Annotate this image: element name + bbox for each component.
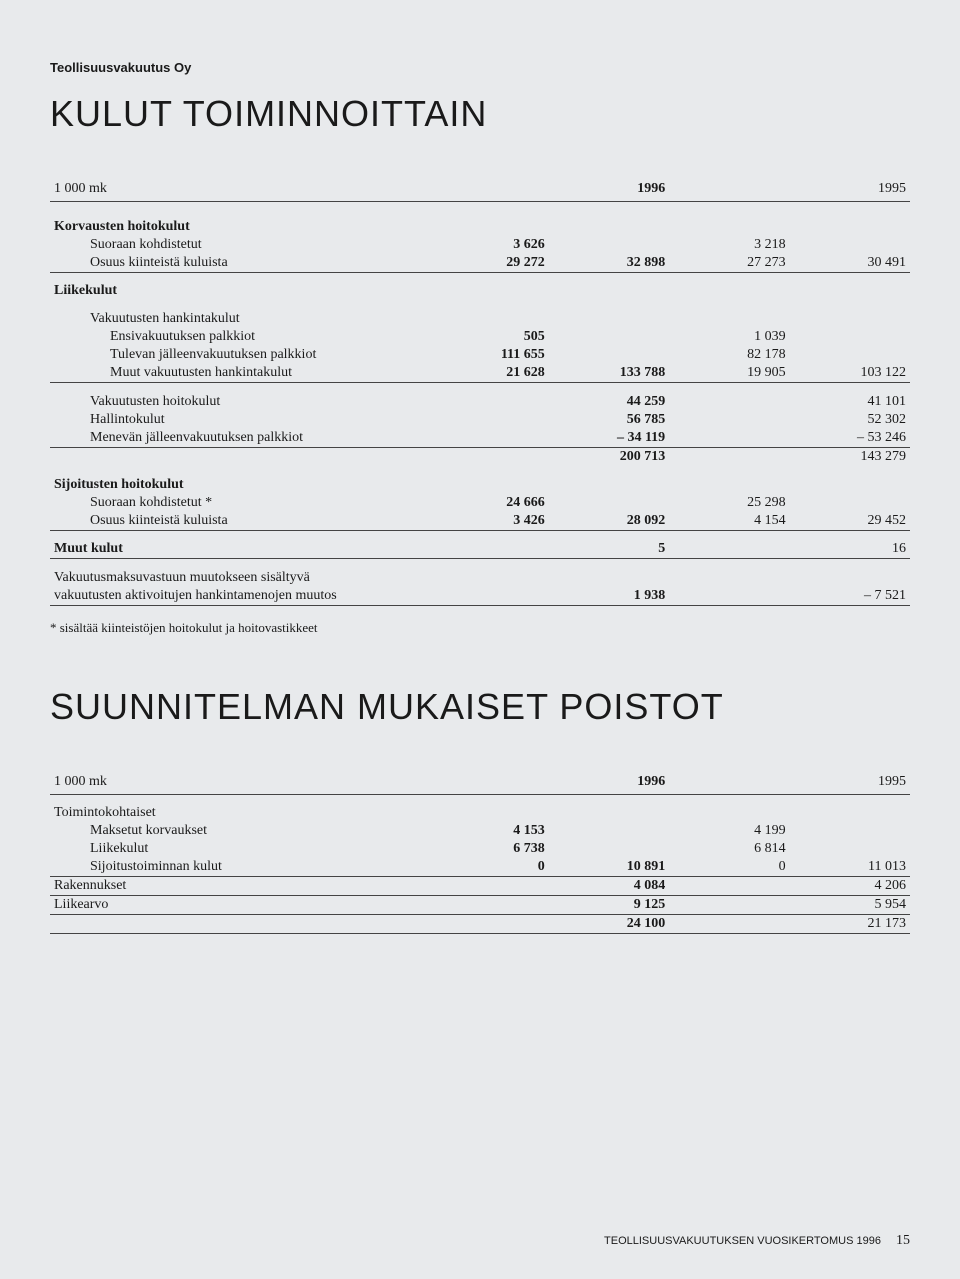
- section-heading: Sijoitusten hoitokulut: [50, 476, 910, 494]
- table-row: Tulevan jälleenvakuutuksen palkkiot 111 …: [50, 346, 910, 364]
- unit-label: 1 000 mk: [50, 768, 428, 795]
- table-row: Rakennukset 4 084 4 206: [50, 877, 910, 896]
- table-row: Maksetut korvaukset 4 153 4 199: [50, 822, 910, 840]
- table-row: Menevän jälleenvakuutuksen palkkiot – 34…: [50, 429, 910, 448]
- table-header-row: 1 000 mk 1996 1995: [50, 768, 910, 795]
- table-row: Muut vakuutusten hankintakulut 21 628 13…: [50, 364, 910, 383]
- year-1995: 1995: [790, 175, 910, 202]
- footnote: * sisältää kiinteistöjen hoitokulut ja h…: [50, 620, 910, 636]
- section-heading: Liikekulut: [50, 282, 910, 300]
- table-header-row: 1 000 mk 1996 1995: [50, 175, 910, 202]
- title-1: KULUT TOIMINNOITTAIN: [50, 93, 910, 135]
- subtotal-row: 200 713 143 279: [50, 447, 910, 466]
- table-row: Hallintokulut 56 785 52 302: [50, 411, 910, 429]
- table-row: Osuus kiinteistä kuluista 3 426 28 092 4…: [50, 512, 910, 531]
- table-row: Sijoitustoiminnan kulut 0 10 891 0 11 01…: [50, 858, 910, 877]
- table-row: Vakuutusmaksuvastuun muutokseen sisältyv…: [50, 569, 910, 587]
- page-footer: TEOLLISUUSVAKUUTUKSEN VUOSIKERTOMUS 1996…: [604, 1233, 910, 1249]
- footer-text: TEOLLISUUSVAKUUTUKSEN VUOSIKERTOMUS 1996: [604, 1235, 881, 1247]
- title-2: SUUNNITELMAN MUKAISET POISTOT: [50, 686, 910, 728]
- table-row: Osuus kiinteistä kuluista 29 272 32 898 …: [50, 254, 910, 273]
- total-row: 24 100 21 173: [50, 915, 910, 934]
- section-heading: Korvausten hoitokulut: [50, 218, 910, 236]
- table-row: Vakuutusten hoitokulut 44 259 41 101: [50, 393, 910, 411]
- table-row: Liikekulut 6 738 6 814: [50, 840, 910, 858]
- table-row: Suoraan kohdistetut * 24 666 25 298: [50, 494, 910, 512]
- table-row: Muut kulut 5 16: [50, 540, 910, 559]
- year-1996: 1996: [549, 175, 669, 202]
- company-name: Teollisuusvakuutus Oy: [50, 60, 910, 75]
- table-row: Suoraan kohdistetut 3 626 3 218: [50, 236, 910, 254]
- page-number: 15: [896, 1233, 910, 1248]
- unit-label: 1 000 mk: [50, 175, 428, 202]
- table-row: vakuutusten aktivoitujen hankintamenojen…: [50, 587, 910, 606]
- subheading: Vakuutusten hankintakulut: [50, 310, 910, 328]
- table-row: Liikearvo 9 125 5 954: [50, 896, 910, 915]
- table-poistot: 1 000 mk 1996 1995 Toimintokohtaiset Mak…: [50, 768, 910, 935]
- table-kulut: 1 000 mk 1996 1995 Korvausten hoitokulut…: [50, 175, 910, 606]
- subheading: Toimintokohtaiset: [50, 804, 910, 822]
- table-row: Ensivakuutuksen palkkiot 505 1 039: [50, 328, 910, 346]
